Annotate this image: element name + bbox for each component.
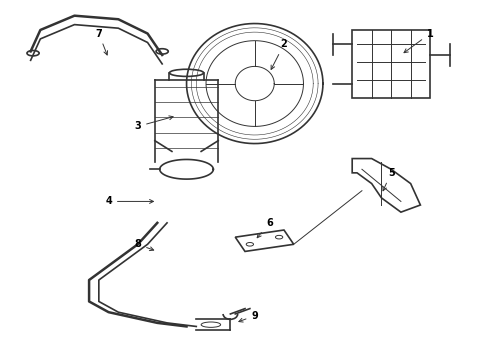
Text: 4: 4 — [105, 197, 153, 206]
Text: 5: 5 — [383, 168, 394, 191]
Text: 8: 8 — [134, 239, 154, 251]
Text: 2: 2 — [271, 39, 287, 69]
Text: 1: 1 — [404, 28, 434, 53]
Text: 7: 7 — [96, 28, 108, 55]
Text: 6: 6 — [257, 218, 273, 238]
Text: 3: 3 — [134, 116, 173, 131]
Text: 9: 9 — [239, 311, 258, 322]
